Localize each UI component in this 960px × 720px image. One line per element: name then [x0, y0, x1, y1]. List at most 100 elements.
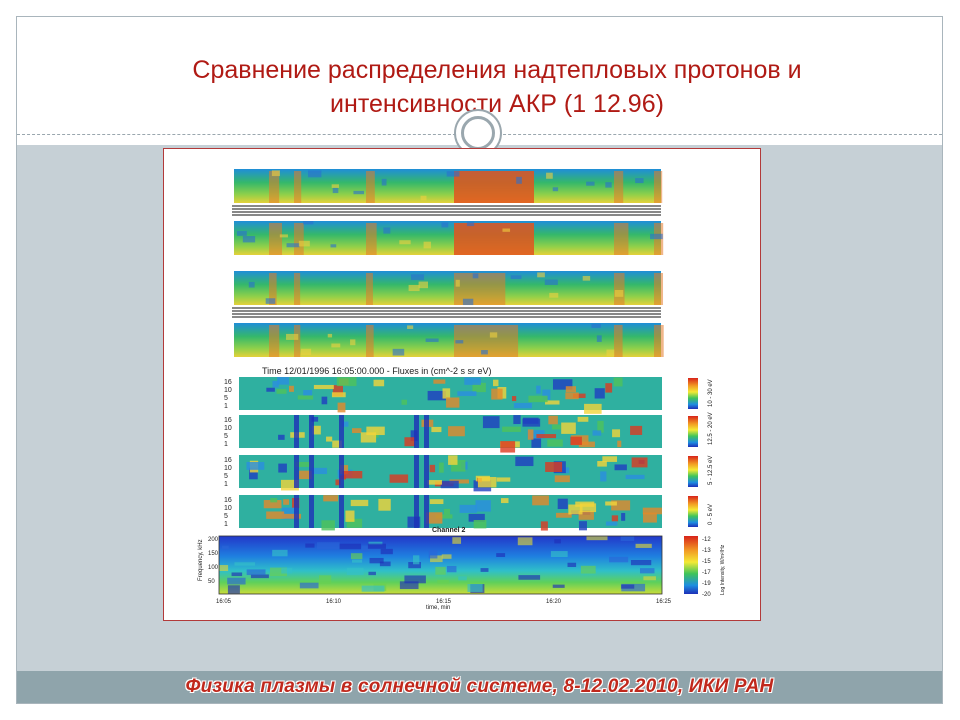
akr-colorbar-tick: -17: [702, 570, 711, 576]
akr-spectrogram-texture: [272, 549, 288, 557]
energy-panel-1-hotspot: [454, 171, 534, 203]
energy-panel-2-texture: [286, 243, 300, 248]
angle-panel-2-cell: [332, 440, 342, 448]
energy-panel-4-texture: [489, 332, 498, 338]
angle-panel-3-cell: [335, 479, 341, 486]
angle-panel-1-cell: [513, 402, 532, 409]
angle-panel-1-cell: [464, 377, 481, 385]
energy-panel-3-texture: [614, 289, 624, 297]
akr-spectrogram-texture: [380, 548, 393, 555]
angle-panel-1-cell: [545, 400, 560, 405]
angle-panel-2-cell: [500, 441, 516, 453]
angle-panel-4-cell: [475, 500, 491, 512]
energy-panel-4-hotspot: [614, 325, 623, 357]
energy-panel-3-texture: [544, 279, 558, 285]
angle-panel-2-cell: [351, 428, 362, 434]
angle-panel-2-cell: [617, 440, 622, 448]
akr-spectrogram-texture: [227, 577, 246, 585]
energy-panel-4-texture: [300, 348, 312, 355]
akr-colorbar-tick: -19: [702, 581, 711, 587]
energy-panel-2-texture: [303, 221, 314, 225]
angle-panel-2-cell: [531, 438, 542, 448]
energy-panel-2-texture: [466, 221, 475, 227]
akr-spectrogram-texture: [586, 536, 608, 541]
angle-panel-1-cell: [565, 386, 576, 393]
angle-panel-4-cell: [611, 500, 631, 511]
akr-spectrogram-texture: [369, 557, 384, 564]
energy-panel-1-hotspot: [269, 171, 280, 203]
angle-panel-2-cell: [366, 426, 385, 436]
energy-panel-1-texture: [381, 178, 387, 186]
energy-panel-2-texture: [330, 244, 337, 248]
angle-panel-3-y-tick: 10: [224, 465, 232, 472]
angle-panel-4-cell: [532, 495, 549, 506]
angle-panel-3-cell: [299, 470, 312, 480]
angle-panel-2-cell: [431, 426, 442, 433]
slide-title-line-1: Сравнение распределения надтепловых прот…: [192, 56, 802, 84]
angle-panel-1-y-tick: 16: [224, 379, 232, 386]
energy-panel-2-texture: [502, 228, 511, 232]
akr-spectrogram-texture: [643, 576, 656, 581]
angle-panel-4-cell: [621, 512, 626, 521]
angle-panel-4-cell: [557, 498, 568, 510]
angle-panel-3-cell: [448, 455, 458, 465]
angle-panel-1-cell: [446, 397, 460, 408]
angle-panel-3-cell: [342, 471, 363, 479]
akr-x-tick: 16:20: [546, 599, 562, 605]
angle-panel-2-y-tick: 10: [224, 425, 232, 432]
angle-panel-3-y-tick: 5: [224, 473, 228, 480]
angle-panel-2-cell: [522, 418, 541, 427]
energy-panel-2-texture: [423, 241, 431, 249]
angle-panel-4-cell: [407, 516, 421, 528]
akr-spectrogram-texture: [317, 542, 340, 550]
angle-panel-2-energy-label: 12.5 - 20 eV: [708, 412, 714, 445]
angle-panel-2-y-tick: 1: [224, 441, 228, 448]
angle-panel-4-cell: [459, 504, 477, 513]
angle-panel-3-y-tick: 1: [224, 481, 228, 488]
angle-panel-4-cell: [579, 503, 597, 513]
akr-spectrogram-texture: [635, 543, 652, 548]
angle-panel-4-cell: [643, 512, 657, 523]
akr-y-tick: 50: [208, 579, 215, 585]
angle-panel-3-cell: [614, 464, 627, 471]
akr-spectrogram-texture: [368, 571, 376, 576]
angle-panel-4-cell: [468, 513, 485, 522]
angle-panel-1-cell: [552, 379, 573, 390]
angle-panel-2-cell: [552, 424, 561, 430]
angle-panel-4-cell: [642, 507, 662, 515]
energy-panel-2-texture: [650, 233, 663, 240]
akr-y-tick: 200: [208, 537, 219, 543]
energy-panel-4-hotspot: [366, 325, 374, 357]
angle-panel-3-cell: [339, 465, 349, 475]
angle-panel-4: [239, 495, 662, 528]
figure-header-text: Time 12/01/1996 16:05:00.000 - Fluxes in…: [262, 366, 492, 376]
angle-panel-4-cell: [568, 504, 583, 515]
angle-panel-2-cell: [448, 426, 465, 437]
energy-panel-1-texture: [308, 170, 322, 178]
angle-panel-4-cell: [270, 497, 278, 503]
angle-panel-4-cell: [578, 521, 587, 531]
angle-panel-1-y-tick: 10: [224, 387, 232, 394]
energy-panel-3-hotspot: [654, 273, 664, 305]
angle-panel-1-cell: [457, 391, 477, 396]
angle-panel-4-cell: [435, 514, 453, 519]
akr-spectrogram-texture: [496, 553, 506, 558]
angle-panel-2-streak: [339, 415, 344, 448]
akr-spectrogram-texture: [428, 550, 438, 559]
energy-panel-4-texture: [596, 335, 602, 342]
angle-panel-4-cell: [425, 512, 443, 524]
akr-spectrogram-texture: [435, 566, 446, 575]
energy-panel-1-hotspot: [654, 171, 663, 203]
angle-panel-2-cell: [612, 429, 621, 438]
angle-panel-1-cell: [613, 377, 623, 387]
akr-colorbar-tick: -15: [702, 559, 711, 565]
energy-panel-3-texture: [248, 281, 255, 288]
akr-spectrogram-texture: [367, 543, 386, 549]
angle-panel-1-cell: [313, 384, 334, 390]
energy-panel-1-texture: [446, 171, 460, 177]
angle-panel-4-cell: [605, 521, 618, 526]
footer-text: Физика плазмы в солнечной системе, 8-12.…: [185, 676, 774, 697]
akr-spectrogram-texture: [351, 559, 363, 563]
energy-panel-2-hotspot: [454, 223, 534, 255]
